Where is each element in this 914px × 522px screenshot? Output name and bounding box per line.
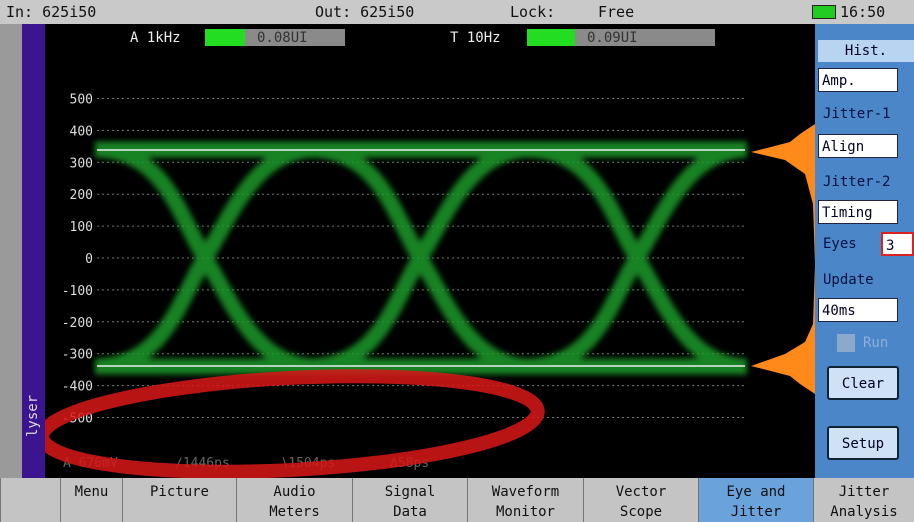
meter-value: 0.09UI: [587, 30, 638, 46]
tab-label: Vector: [584, 482, 698, 502]
meter-label: T 10Hz: [450, 30, 501, 46]
tab-label: Picture: [123, 482, 236, 502]
output-format: Out: 625i50: [315, 3, 414, 21]
update-label: Update: [823, 272, 874, 288]
jitter2-select[interactable]: Timing: [818, 200, 898, 224]
tab-label: Scope: [584, 502, 698, 522]
run-label: Run: [863, 335, 888, 351]
left-edge: [0, 24, 22, 478]
side-strip: lyser: [22, 24, 45, 478]
tab[interactable]: Menu: [60, 478, 122, 522]
lock-value: Free: [598, 3, 634, 21]
update-select[interactable]: 40ms: [818, 298, 898, 322]
meter-value: 0.08UI: [257, 30, 308, 46]
y-tick-label: -100: [62, 284, 93, 299]
y-tick-label: 400: [70, 124, 93, 139]
tab-label: Monitor: [468, 502, 583, 522]
lock-label: Lock:: [510, 3, 555, 21]
y-tick-label: 200: [70, 188, 93, 203]
side-label: lyser: [25, 387, 41, 437]
tab-label: Waveform: [468, 482, 583, 502]
tab-label: Menu: [61, 482, 122, 502]
battery-icon: [812, 5, 836, 19]
panel-header: Hist.: [818, 40, 914, 62]
y-tick-label: -400: [62, 380, 93, 395]
meter-level: [527, 29, 575, 46]
jitter1-label: Jitter-1: [823, 106, 890, 122]
y-tick-label: 100: [70, 220, 93, 235]
y-tick-label: 300: [70, 156, 93, 171]
y-tick-label: 500: [70, 93, 93, 108]
input-format: In: 625i50: [6, 3, 96, 21]
tab-label: Meters: [237, 502, 352, 522]
meter-level: [205, 29, 245, 46]
histogram: [751, 124, 815, 394]
y-tick-label: -200: [62, 316, 93, 331]
side-panel: Hist. Amp. Jitter-1 Align Jitter-2 Timin…: [815, 24, 914, 478]
amp-select[interactable]: Amp.: [818, 68, 898, 92]
setup-button[interactable]: Setup: [827, 426, 899, 460]
tab-label: Jitter: [814, 482, 914, 502]
tab-label: Audio: [237, 482, 352, 502]
jitter2-label: Jitter-2: [823, 174, 890, 190]
eyes-input[interactable]: 3: [881, 232, 914, 256]
tab-label: Signal: [353, 482, 467, 502]
y-tick-label: 0: [85, 252, 93, 267]
meters: A 1kHz 0.08UI T 10Hz 0.09UI: [130, 29, 715, 46]
meter-label: A 1kHz: [130, 30, 181, 46]
eyes-label: Eyes: [823, 236, 857, 252]
tab-label: Jitter: [699, 502, 813, 522]
run-checkbox[interactable]: [837, 334, 855, 352]
jitter1-select[interactable]: Align: [818, 134, 898, 158]
y-tick-label: -300: [62, 348, 93, 363]
tab-label: Analysis: [814, 502, 914, 522]
clock: 16:50: [840, 3, 885, 21]
screen: In: 625i50 Out: 625i50 Lock: Free 16:50 …: [0, 0, 914, 522]
tab-label: Data: [353, 502, 467, 522]
tab-label: Eye and: [699, 482, 813, 502]
status-bar: In: 625i50 Out: 625i50 Lock: Free 16:50: [0, 0, 914, 24]
tab[interactable]: Picture: [122, 478, 236, 522]
tab: [0, 478, 60, 522]
clear-button[interactable]: Clear: [827, 366, 899, 400]
